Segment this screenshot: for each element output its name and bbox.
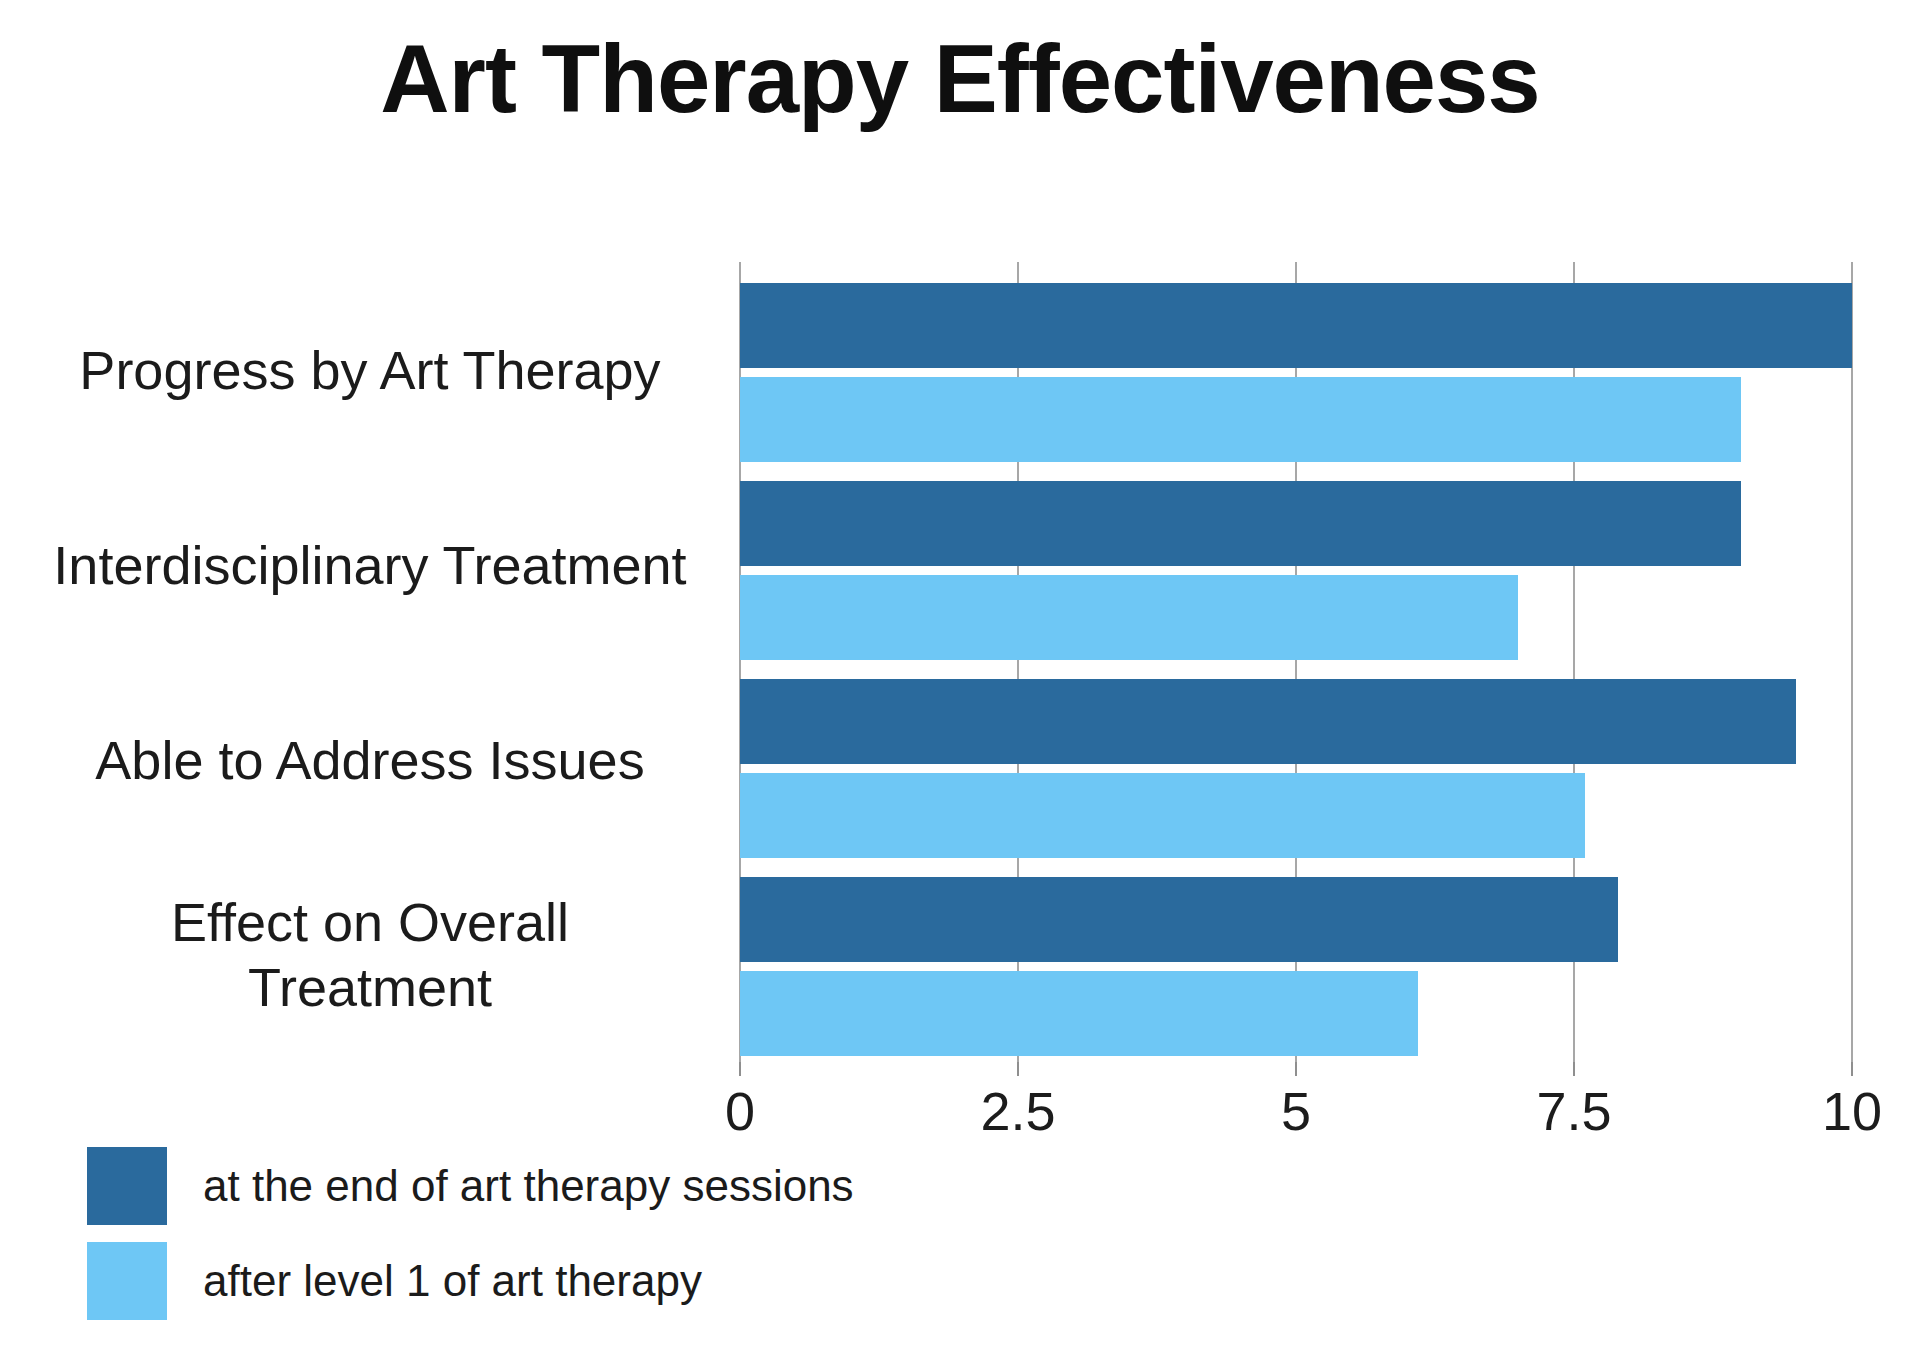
category-label-cell: Interdisciplinary Treatment (0, 477, 740, 653)
legend-swatch-after-level-1 (87, 1242, 167, 1320)
legend-label: at the end of art therapy sessions (203, 1161, 854, 1211)
bar-series-1-cat-1 (740, 283, 1852, 368)
chart-title: Art Therapy Effectiveness (0, 0, 1920, 132)
bar-group (740, 481, 1852, 660)
x-axis-tick (1017, 1062, 1019, 1076)
category-label: Able to Address Issues (95, 728, 644, 793)
x-axis-tick (1295, 1062, 1297, 1076)
x-tick-label: 7.5 (1536, 1080, 1611, 1142)
bar-group (740, 679, 1852, 858)
bar-series-2-cat-3 (740, 773, 1585, 858)
page: Art Therapy Effectiveness Progress by Ar… (0, 0, 1920, 1363)
category-labels-column: Progress by Art Therapy Interdisciplinary… (0, 262, 740, 1062)
x-tick-label: 5 (1281, 1080, 1311, 1142)
x-tick-label: 10 (1822, 1080, 1882, 1142)
legend-label: after level 1 of art therapy (203, 1256, 702, 1306)
x-axis-tick (1573, 1062, 1575, 1076)
bar-series-1-cat-2 (740, 481, 1741, 566)
x-axis-tick (739, 1062, 741, 1076)
bar-series-1-cat-3 (740, 679, 1796, 764)
category-label: Effect on Overall Treatment (50, 890, 690, 1020)
bar-group (740, 877, 1852, 1056)
plot-area: 02.557.510 (740, 262, 1852, 1062)
bar-series-2-cat-4 (740, 971, 1418, 1056)
x-tick-label: 0 (725, 1080, 755, 1142)
category-label-cell: Effect on Overall Treatment (0, 867, 740, 1043)
category-label-cell: Able to Address Issues (0, 672, 740, 848)
x-axis-tick (1851, 1062, 1853, 1076)
legend-item: after level 1 of art therapy (87, 1242, 1920, 1320)
x-tick-label: 2.5 (980, 1080, 1055, 1142)
bars-layer (740, 262, 1852, 1062)
legend: at the end of art therapy sessions after… (87, 1147, 1920, 1320)
bar-group (740, 283, 1852, 462)
bar-chart: Progress by Art Therapy Interdisciplinary… (0, 262, 1920, 1062)
legend-swatch-end-of-sessions (87, 1147, 167, 1225)
category-label: Progress by Art Therapy (79, 338, 660, 403)
bar-series-2-cat-2 (740, 575, 1518, 660)
category-label: Interdisciplinary Treatment (53, 533, 686, 598)
category-label-cell: Progress by Art Therapy (0, 283, 740, 459)
bar-series-1-cat-4 (740, 877, 1618, 962)
bar-series-2-cat-1 (740, 377, 1741, 462)
legend-item: at the end of art therapy sessions (87, 1147, 1920, 1225)
